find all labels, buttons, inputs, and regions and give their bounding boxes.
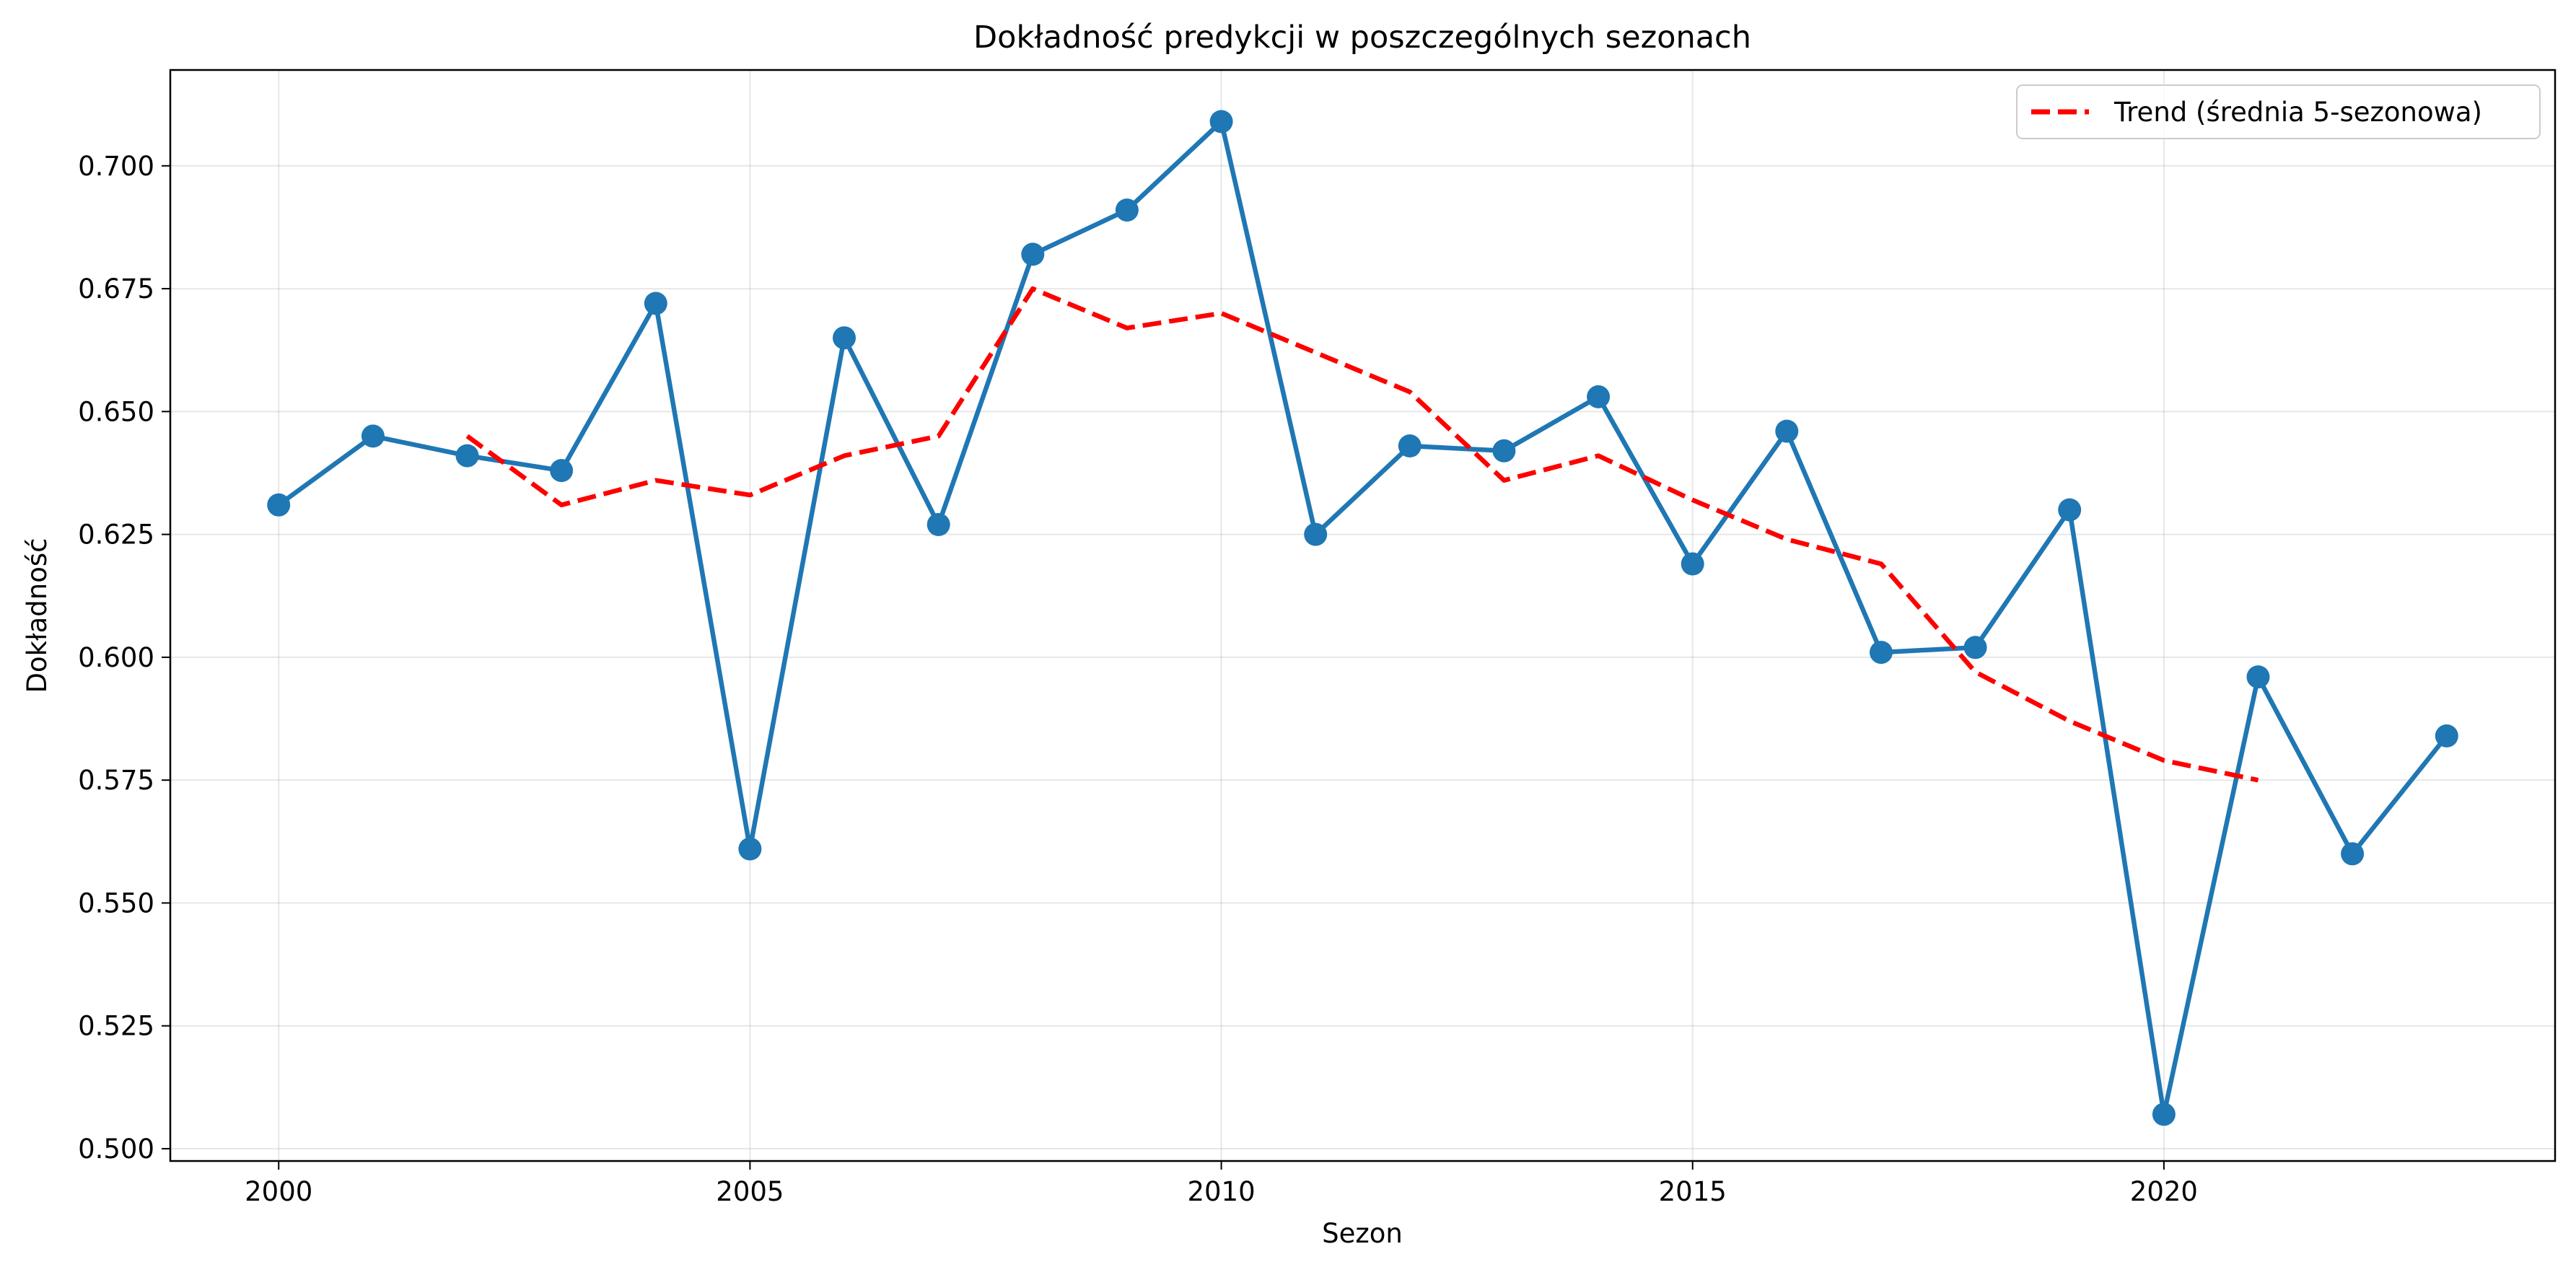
y-tick-label: 0.700 bbox=[78, 151, 154, 182]
accuracy-point bbox=[644, 292, 667, 315]
accuracy-point bbox=[2341, 842, 2365, 866]
y-tick-label: 0.625 bbox=[78, 520, 154, 551]
accuracy-point bbox=[1492, 439, 1516, 463]
accuracy-point bbox=[1963, 636, 1987, 660]
accuracy-point bbox=[833, 326, 856, 350]
accuracy-line bbox=[277, 119, 2449, 1117]
legend: Trend (średnia 5-sezonowa) bbox=[2016, 84, 2541, 139]
accuracy-point bbox=[1587, 385, 1611, 408]
y-tick-label: 0.550 bbox=[78, 888, 154, 919]
accuracy-point bbox=[926, 513, 950, 536]
x-tick-label: 2010 bbox=[1187, 1176, 1255, 1207]
y-axis: 0.500 0.525 0.550 0.575 0.600 0.625 0.650 0.675… bbox=[78, 151, 170, 1165]
legend-box bbox=[2016, 84, 2541, 139]
x-tick-label: 2005 bbox=[716, 1176, 784, 1207]
accuracy-point bbox=[738, 837, 762, 861]
x-tick-label: 2020 bbox=[2130, 1176, 2198, 1207]
accuracy-point bbox=[1021, 242, 1045, 266]
accuracy-point bbox=[267, 493, 291, 517]
accuracy-point bbox=[2246, 665, 2270, 689]
x-axis: 2000 2005 2010 2015 2020 bbox=[245, 1161, 2198, 1207]
accuracy-point bbox=[361, 424, 385, 448]
y-tick-label: 0.675 bbox=[78, 273, 154, 304]
accuracy-point bbox=[1775, 419, 1799, 443]
y-tick-label: 0.600 bbox=[78, 642, 154, 673]
accuracy-point bbox=[1398, 434, 1421, 457]
accuracy-point bbox=[1304, 522, 1328, 546]
y-tick-label: 0.500 bbox=[78, 1134, 154, 1165]
y-axis-label: Dokładność bbox=[22, 538, 53, 693]
accuracy-point bbox=[1115, 198, 1139, 222]
y-tick-label: 0.525 bbox=[78, 1011, 154, 1042]
accuracy-point bbox=[1209, 110, 1233, 133]
grid bbox=[170, 70, 2555, 1161]
x-tick-label: 2015 bbox=[1659, 1176, 1727, 1207]
accuracy-point bbox=[2435, 724, 2458, 748]
x-tick-label: 2000 bbox=[245, 1176, 312, 1207]
accuracy-point bbox=[2058, 498, 2082, 522]
series-layer bbox=[267, 110, 2458, 1126]
accuracy-point bbox=[1870, 641, 1893, 665]
y-tick-label: 0.650 bbox=[78, 396, 154, 427]
y-tick-label: 0.575 bbox=[78, 765, 154, 796]
chart-title: Dokładność predykcji w poszczególnych se… bbox=[973, 19, 1751, 56]
accuracy-point bbox=[2152, 1103, 2176, 1126]
trend-line bbox=[465, 286, 2259, 783]
legend-trend-label: Trend (średnia 5-sezonowa) bbox=[2113, 97, 2482, 128]
plot-frame bbox=[169, 69, 2557, 1162]
x-axis-label: Sezon bbox=[1322, 1218, 1403, 1249]
accuracy-point bbox=[455, 444, 479, 468]
accuracy-point bbox=[1681, 552, 1704, 576]
accuracy-point bbox=[550, 459, 574, 483]
